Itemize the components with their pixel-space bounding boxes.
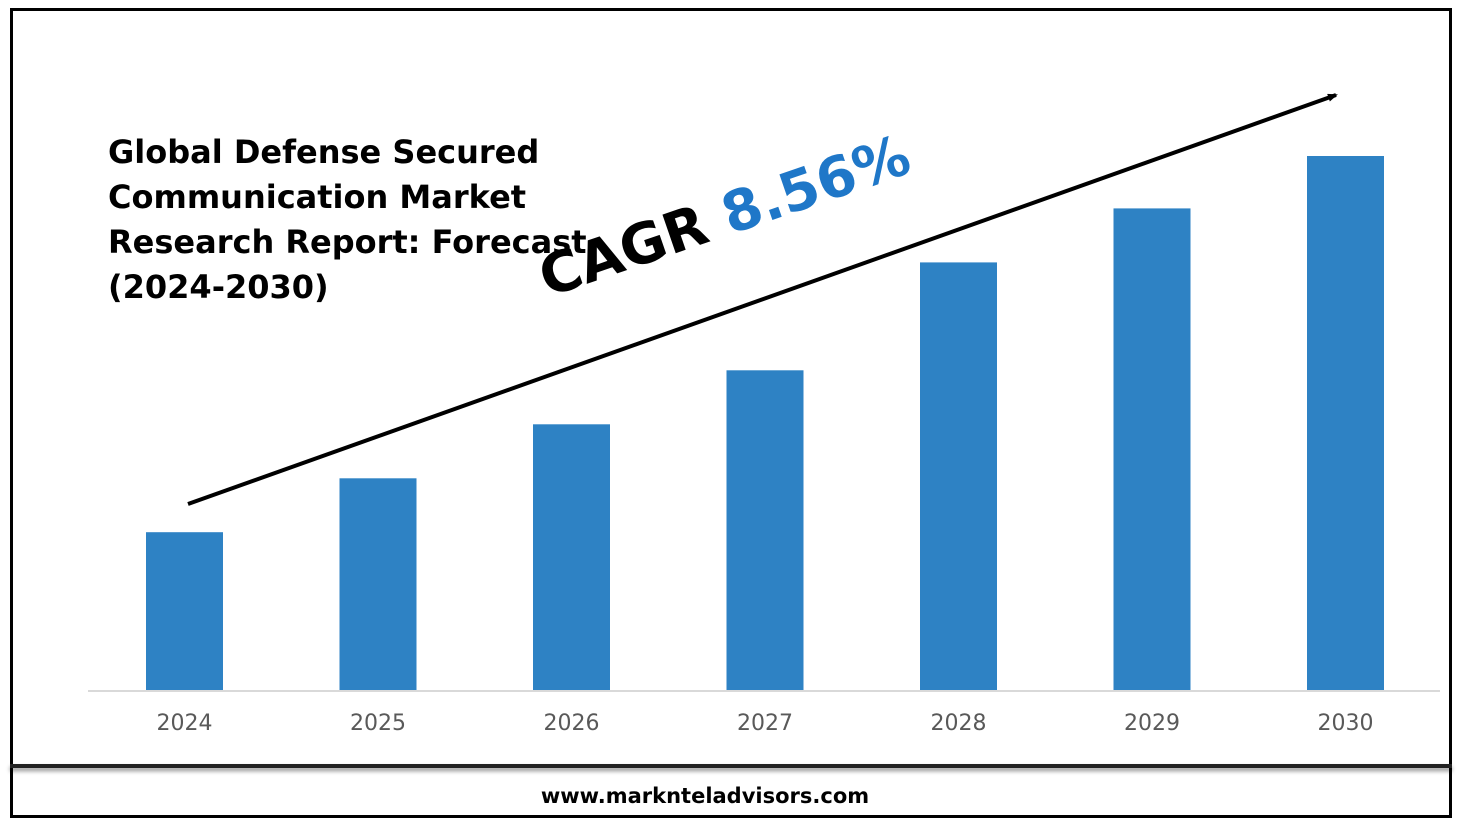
x-tick-label-2029: 2029 — [1124, 711, 1180, 736]
chart-title-line: (2024-2030) — [108, 268, 329, 306]
x-tick-label-2030: 2030 — [1318, 711, 1374, 736]
x-tick-label-2025: 2025 — [350, 711, 406, 736]
chart-title-line: Research Report: Forecast — [108, 223, 587, 261]
x-tick-label-2028: 2028 — [931, 711, 987, 736]
footer-website-url: www.marknteladvisors.com — [540, 784, 870, 808]
bar-2028 — [920, 262, 997, 691]
bar-2025 — [339, 478, 417, 691]
x-tick-label-2027: 2027 — [737, 711, 793, 736]
footer-divider — [10, 764, 1452, 768]
x-tick-label-2026: 2026 — [544, 711, 600, 736]
bar-2026 — [533, 424, 610, 691]
bars-layer — [146, 156, 1384, 691]
outer-frame — [10, 8, 1452, 818]
chart-title-line: Global Defense Secured — [108, 133, 540, 171]
x-tick-label-2024: 2024 — [157, 711, 213, 736]
chart-title-line: Communication Market — [108, 178, 527, 216]
bar-2024 — [146, 532, 223, 691]
bar-2027 — [726, 370, 804, 691]
chart-title: Global Defense Secured Communication Mar… — [108, 130, 628, 310]
bar-2030 — [1307, 156, 1384, 691]
bar-2029 — [1113, 208, 1191, 691]
bar-chart: 2024 2025 2026 2027 2028 2029 2030 — [88, 93, 1440, 736]
x-axis-tick-labels: 2024 2025 2026 2027 2028 2029 2030 — [157, 711, 1374, 736]
trend-arrow — [187, 93, 1338, 506]
